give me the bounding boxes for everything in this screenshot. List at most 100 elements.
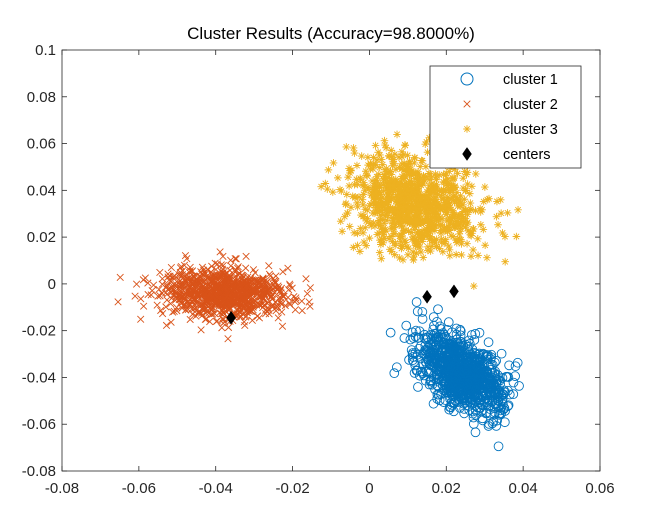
- data-point: [459, 184, 467, 192]
- data-point: [242, 264, 250, 272]
- data-point: [147, 291, 155, 299]
- data-point: [208, 283, 217, 291]
- data-point: [409, 185, 417, 193]
- data-point: [411, 214, 419, 223]
- data-point: [355, 193, 363, 201]
- data-point: [405, 334, 416, 345]
- data-point: [382, 143, 390, 152]
- data-point: [169, 272, 177, 281]
- data-point: [455, 230, 464, 238]
- data-point: [480, 381, 491, 392]
- data-point: [390, 250, 399, 259]
- data-point: [242, 252, 250, 260]
- data-point: [399, 203, 408, 212]
- data-point: [353, 241, 362, 250]
- data-point: [208, 305, 216, 313]
- data-point: [460, 219, 468, 227]
- data-point: [410, 159, 419, 167]
- center-point: [449, 284, 459, 299]
- data-point: [198, 311, 207, 319]
- data-point: [379, 239, 388, 247]
- data-point: [444, 359, 455, 369]
- data-point: [379, 181, 387, 189]
- data-point: [224, 335, 232, 343]
- data-point: [415, 353, 426, 364]
- data-point: [251, 276, 259, 284]
- data-point: [298, 307, 306, 315]
- data-point: [303, 290, 311, 298]
- data-point: [194, 279, 202, 287]
- data-point: [388, 161, 397, 170]
- x-tick-label: -0.06: [122, 480, 156, 497]
- data-point: [498, 229, 507, 237]
- y-tick-label: -0.06: [22, 416, 56, 433]
- legend-item: cluster 1: [460, 72, 558, 88]
- data-point: [491, 355, 501, 366]
- data-point: [512, 232, 521, 241]
- data-point: [401, 236, 409, 245]
- data-point: [185, 288, 194, 296]
- data-point: [414, 209, 422, 217]
- data-point: [234, 263, 242, 271]
- data-point: [276, 287, 284, 295]
- data-point: [456, 374, 466, 384]
- data-point: [225, 285, 233, 293]
- data-point: [379, 215, 387, 224]
- data-point: [180, 274, 188, 282]
- data-point: [383, 198, 392, 207]
- data-point: [441, 171, 450, 180]
- data-point: [367, 190, 376, 198]
- data-point: [271, 283, 279, 292]
- data-point: [454, 212, 463, 221]
- data-point: [504, 360, 514, 371]
- data-point: [357, 211, 365, 219]
- data-point: [391, 220, 400, 229]
- data-point: [170, 307, 178, 316]
- data-point: [213, 317, 221, 325]
- data-point: [406, 159, 414, 168]
- series-centers: [226, 284, 459, 325]
- data-point: [192, 312, 200, 320]
- data-point: [177, 284, 185, 292]
- data-point: [409, 248, 417, 256]
- data-point: [414, 370, 425, 381]
- data-point: [348, 192, 357, 201]
- data-point: [497, 209, 505, 217]
- data-point: [431, 364, 442, 375]
- data-point: [376, 211, 385, 220]
- data-point: [178, 304, 186, 312]
- data-point: [359, 178, 368, 187]
- data-point: [393, 191, 402, 199]
- data-point: [412, 215, 421, 223]
- data-point: [443, 204, 452, 213]
- data-point: [424, 223, 432, 232]
- data-point: [449, 368, 460, 378]
- data-point: [423, 187, 431, 196]
- data-point: [372, 176, 380, 184]
- data-point: [476, 204, 485, 213]
- data-point: [266, 287, 274, 295]
- data-point: [196, 272, 204, 280]
- legend-box: [429, 65, 582, 169]
- data-point: [226, 275, 234, 283]
- data-point: [183, 282, 191, 290]
- data-point: [407, 355, 418, 366]
- data-point: [477, 399, 487, 410]
- data-point: [242, 288, 251, 297]
- legend-marker: [463, 100, 471, 108]
- x-tick-label: -0.02: [275, 480, 309, 497]
- data-point: [432, 198, 440, 206]
- data-point: [216, 284, 224, 292]
- data-point: [369, 153, 378, 162]
- data-point: [257, 295, 265, 304]
- data-point: [385, 327, 396, 338]
- data-point: [453, 344, 464, 355]
- data-point: [167, 318, 175, 326]
- data-point: [400, 194, 408, 202]
- data-point: [501, 257, 509, 266]
- legend-label: cluster 2: [503, 97, 558, 113]
- data-point: [416, 162, 425, 171]
- data-point: [418, 196, 426, 204]
- data-point: [514, 381, 524, 391]
- data-point: [445, 226, 454, 235]
